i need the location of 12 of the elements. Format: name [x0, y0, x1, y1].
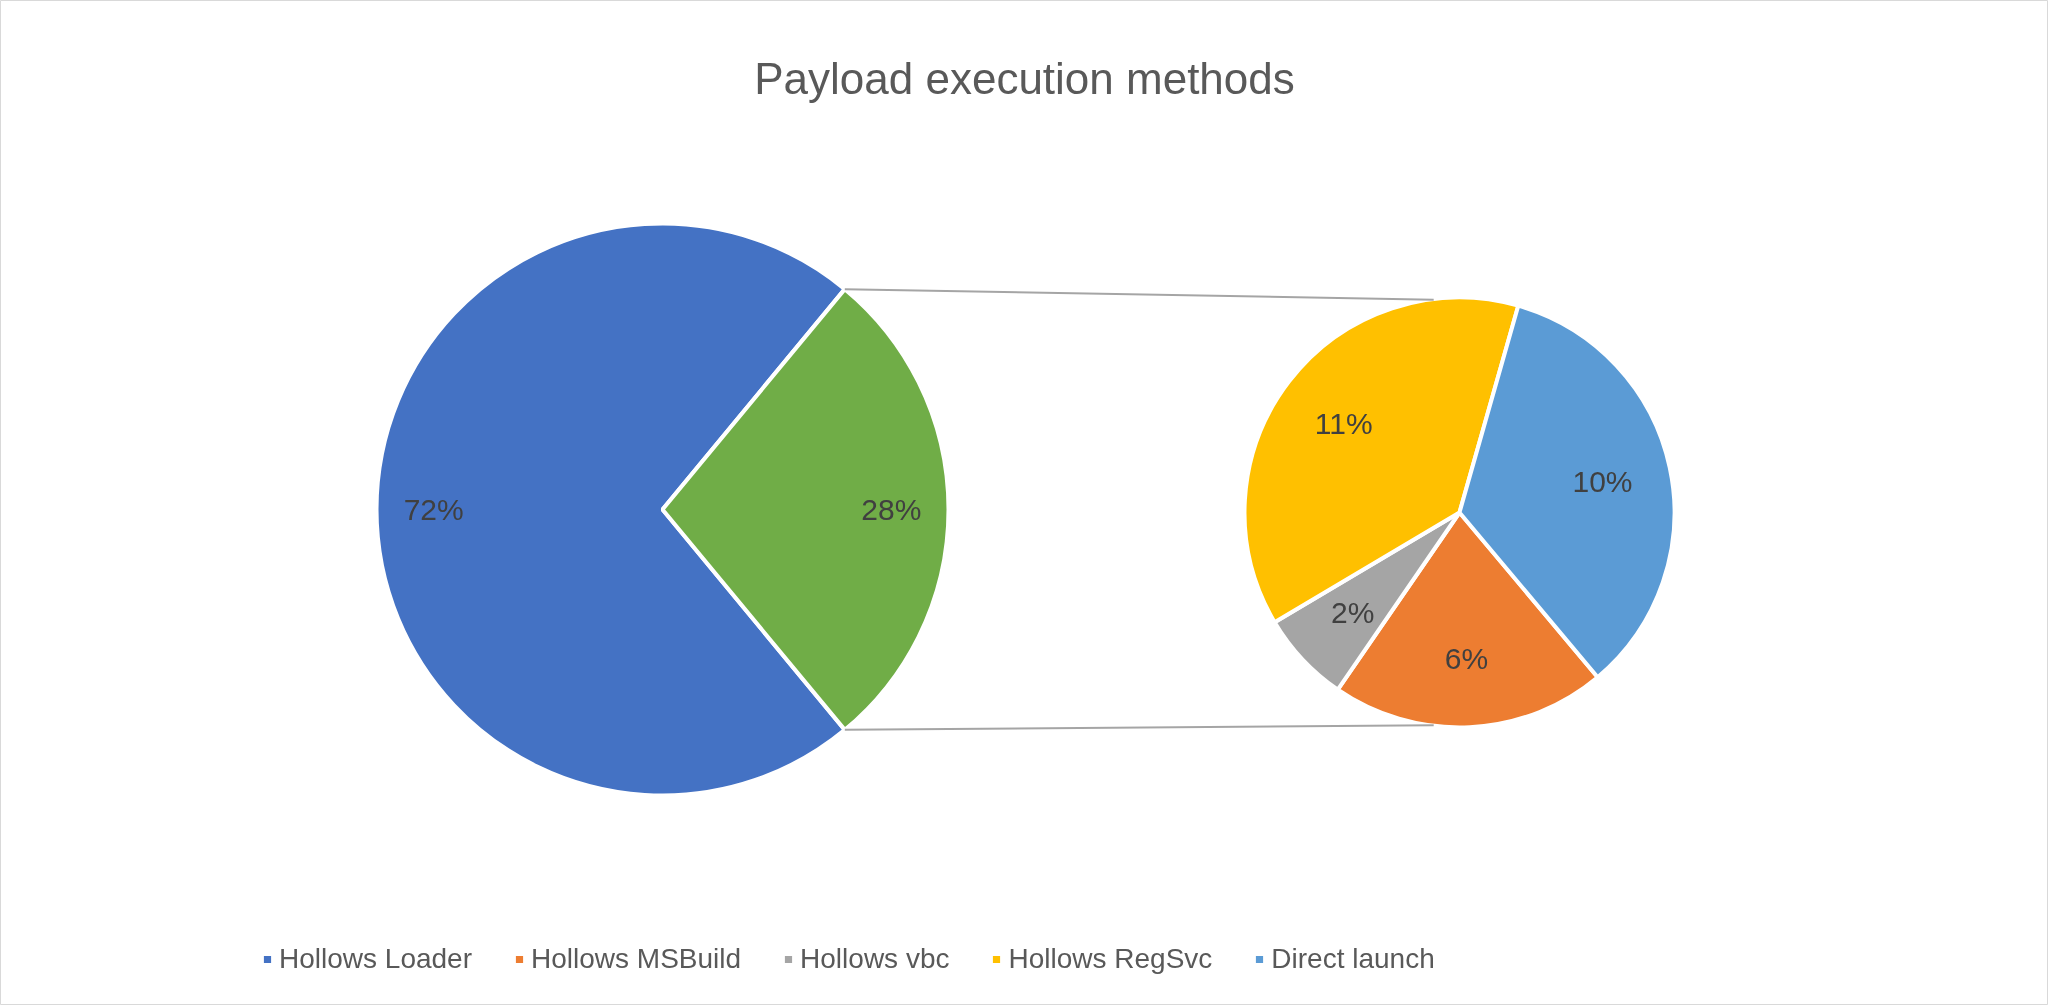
legend-label: Hollows MSBuild: [531, 943, 742, 975]
data-label: 72%: [403, 493, 464, 526]
legend-label: Hollows Loader: [279, 943, 472, 975]
data-label: 6%: [1444, 642, 1489, 676]
data-label: 28%: [861, 493, 922, 526]
data-label: 2%: [1331, 595, 1375, 629]
legend-label: Hollows RegSvc: [1008, 943, 1213, 975]
chart-title: Payload execution methods: [754, 54, 1295, 103]
legend-label: Hollows vbc: [800, 943, 950, 975]
data-label: 11%: [1314, 406, 1373, 440]
legend-label: Direct launch: [1271, 943, 1435, 975]
data-label: 10%: [1572, 465, 1633, 499]
